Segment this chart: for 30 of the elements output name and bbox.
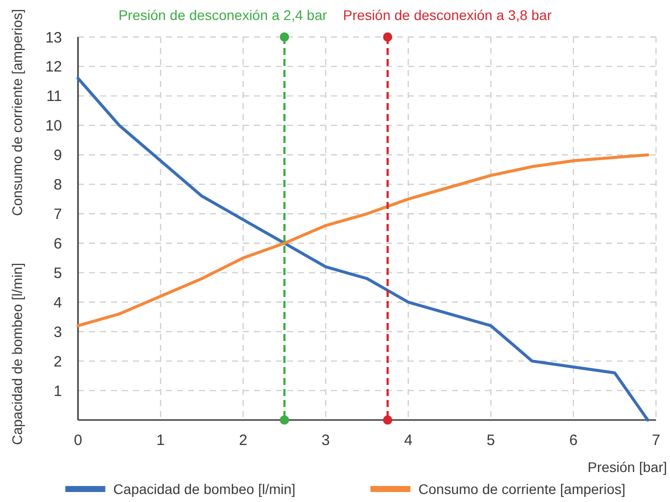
x-axis-title: Presión [bar]: [588, 459, 667, 475]
x-tick-label: 3: [322, 432, 330, 449]
y-tick-label: 9: [54, 147, 62, 164]
line-series: [76, 153, 650, 328]
y-tick-label: 4: [54, 294, 62, 312]
y-tick-label: 13: [45, 29, 62, 46]
ref-line-label: Presión de desconexión a 2,4 bar: [118, 7, 328, 23]
y-tick-label: 6: [54, 235, 62, 252]
y2-axis-title: Consumo de corriente [amperios]: [9, 9, 25, 216]
x-tick-label: 6: [569, 432, 578, 449]
x-tick-label: 7: [652, 432, 660, 449]
y-tick-label: 10: [45, 118, 62, 135]
x-tick-label: 2: [238, 432, 248, 449]
y-tick-label: 7: [54, 206, 62, 224]
x-tick-label: 0: [74, 432, 82, 449]
y-tick-label: 2: [54, 353, 62, 370]
y-tick-label: 8: [54, 176, 62, 194]
x-tick-label: 5: [486, 432, 496, 449]
y-tick-label: 1: [54, 382, 62, 400]
y-tick-label: 3: [54, 324, 62, 341]
y-axis-title: Capacidad de bombeo [l/min]: [9, 262, 25, 445]
y-tick-label: 5: [54, 264, 62, 282]
legend-label: Capacidad de bombeo [l/min]: [113, 481, 296, 497]
x-tick-label: 1: [156, 432, 165, 449]
y-tick-label: 11: [46, 88, 62, 106]
x-tick-label: 4: [404, 432, 412, 449]
y-tick-label: 12: [45, 58, 62, 76]
legend-label: Consumo de corriente [amperios]: [418, 481, 626, 497]
ref-line-label: Presión de desconexión a 3,8 bar: [343, 7, 552, 23]
line-series: [76, 76, 650, 422]
